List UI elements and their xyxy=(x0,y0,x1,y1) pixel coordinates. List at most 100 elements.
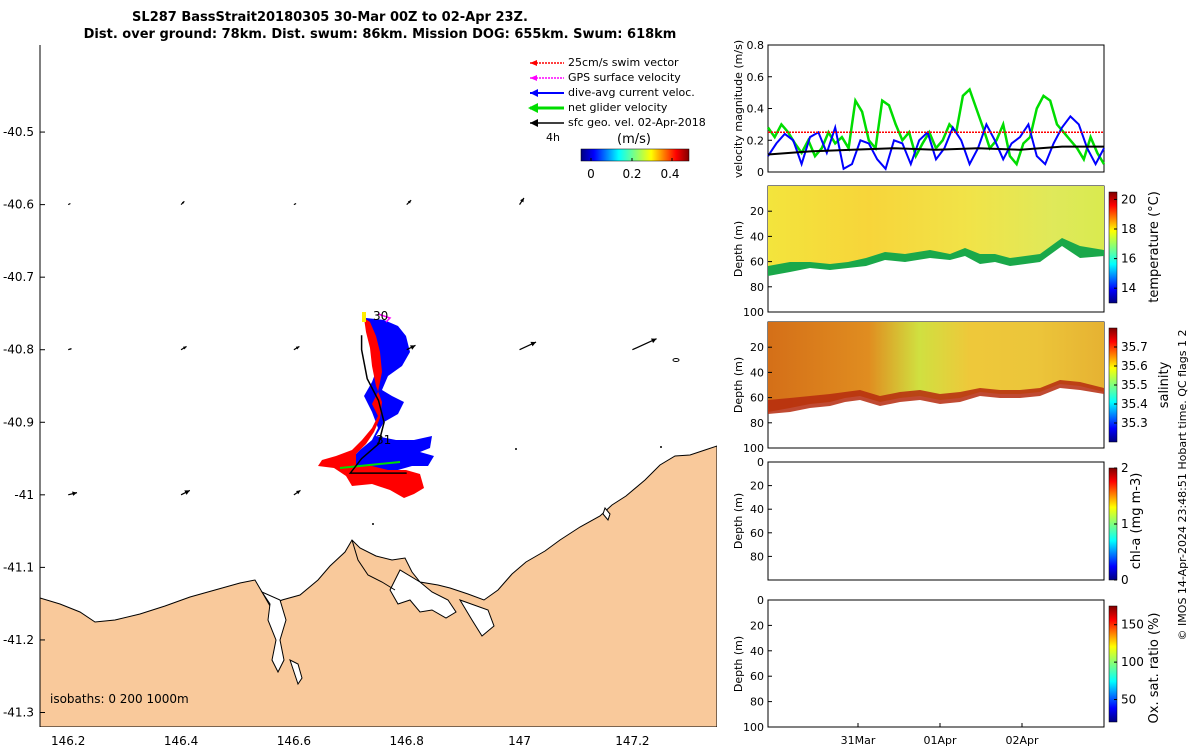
speed-colorbar-title: (m/s) xyxy=(617,132,651,147)
geo-vectors xyxy=(67,197,657,496)
chla-panel: 0 20 40 60 80 Depth (m) 2 1 0 chl-a (mg m-3) xyxy=(732,456,1144,587)
oxygen-axes xyxy=(767,599,1105,728)
map-x-tick-label-4: 147 xyxy=(508,734,531,748)
velocity-ticks: 0 0.2 0.4 0.6 0.8 xyxy=(747,39,772,179)
salinity-section xyxy=(768,322,1104,412)
tasmania-landmass xyxy=(40,445,717,727)
salinity-colorbar-label: salinity xyxy=(1157,361,1172,408)
geo-vector-head-8 xyxy=(410,345,416,350)
salinity-cb-tick-label-2: 35.5 xyxy=(1121,378,1148,392)
time-tick-label-2: 02Apr xyxy=(1005,734,1039,747)
oxygen-y-tick-label-5: 100 xyxy=(743,721,764,734)
chla-y-tick-label-0: 0 xyxy=(757,456,764,469)
temperature-colorbar-ticks: 20 18 16 14 xyxy=(1114,192,1136,295)
chla-cb-tick-label-0: 2 xyxy=(1121,461,1129,475)
temperature-cb-tick-label-2: 16 xyxy=(1121,252,1136,266)
oxygen-cb-tick-label-1: 100 xyxy=(1121,655,1144,669)
coast-islet xyxy=(602,506,611,522)
legend-geo-arrow-icon xyxy=(530,119,538,127)
velocity-series-geo xyxy=(767,145,1104,156)
islet-dot-3 xyxy=(372,523,374,525)
map-y-tick-label-3: -40.8 xyxy=(3,343,34,357)
day-label-30: 30 xyxy=(373,309,388,323)
time-tick-label-0: 31Mar xyxy=(841,734,876,747)
velocity-y-tick-label-0: 0 xyxy=(757,166,764,179)
chla-y-tick-label-2: 40 xyxy=(750,503,764,516)
glider-track xyxy=(348,335,407,474)
map-ticks: -40.5 -40.6 -40.7 -40.8 -40.9 -41 -41.1 -41.2 -4… xyxy=(3,125,650,748)
salinity-colorbar-ticks: 35.7 35.6 35.5 35.4 35.3 xyxy=(1114,340,1148,430)
chla-cb-tick-label-1: 1 xyxy=(1121,517,1129,531)
chla-y-tick-label-1: 20 xyxy=(750,480,764,493)
figure-title-line2: Dist. over ground: 78km. Dist. swum: 86k… xyxy=(84,27,677,42)
oxygen-y-tick-label-4: 80 xyxy=(750,696,764,709)
map-x-tick-label-1: 146.4 xyxy=(164,734,198,748)
chla-axes xyxy=(767,461,1105,581)
temperature-y-tick-label-4: 100 xyxy=(743,306,764,319)
salinity-cb-tick-label-1: 35.6 xyxy=(1121,359,1148,373)
temperature-ticks: 20 40 60 80 100 xyxy=(743,205,772,319)
estuary-2 xyxy=(389,569,457,619)
velocity-y-tick-label-4: 0.8 xyxy=(747,39,765,52)
geo-vector-head-13 xyxy=(296,490,301,495)
geo-vector-head-5 xyxy=(69,348,72,350)
salinity-y-tick-label-2: 60 xyxy=(750,392,764,405)
gps-velocity-mark xyxy=(377,313,392,323)
legend-time-step: 4h xyxy=(546,131,560,144)
temperature-colorbar-label: temperature (°C) xyxy=(1147,191,1162,303)
map-y-tick-label-4: -40.9 xyxy=(3,415,34,429)
velocity-series-dive xyxy=(767,114,1105,171)
legend-gps-label: GPS surface velocity xyxy=(568,71,681,84)
salinity-y-tick-label-1: 40 xyxy=(750,366,764,379)
estuary-3 xyxy=(458,599,495,637)
time-tick-label-1: 01Apr xyxy=(923,734,957,747)
chla-colorbar-label: chl-a (mg m-3) xyxy=(1129,473,1144,570)
islet-dot xyxy=(660,446,662,448)
velocity-series-net xyxy=(766,87,1106,167)
temperature-cb-tick-label-1: 18 xyxy=(1121,222,1136,236)
oxygen-panel: 0 20 40 60 80 100 Depth (m) 150 100 50 Ox. sat.… xyxy=(732,594,1162,747)
isobaths-label: isobaths: 0 200 1000m xyxy=(50,692,189,706)
velocity-y-tick-label-1: 0.2 xyxy=(747,134,765,147)
map-x-tick-label-0: 146.2 xyxy=(51,734,85,748)
map-panel: 30 31 -40.5-40.6-40.7-40.8-40.9-41-41.1-… xyxy=(3,45,717,748)
chla-ticks: 0 20 40 60 80 xyxy=(750,456,772,563)
speed-colorbar xyxy=(580,148,690,162)
map-y-tick-label-7: -41.2 xyxy=(3,633,34,647)
map-x-tick-label-5: 147.2 xyxy=(615,734,649,748)
temperature-y-tick-label-3: 80 xyxy=(750,281,764,294)
map-y-tick-label-6: -41.1 xyxy=(3,560,34,574)
temperature-cb-tick-label-0: 20 xyxy=(1121,192,1136,206)
geo-vector-head-7 xyxy=(295,346,300,350)
velocity-y-tick-label-2: 0.4 xyxy=(747,103,765,116)
speed-colorbar-label-1: 0.2 xyxy=(622,167,641,181)
temperature-y-label: Depth (m) xyxy=(732,221,745,277)
track-start-marker xyxy=(362,312,366,322)
temperature-colorbar xyxy=(1108,191,1118,304)
copyright-note: © IMOS 14-Apr-2024 23:48:51 Hobart time.… xyxy=(1176,330,1189,641)
geo-vector-head-2 xyxy=(294,203,297,205)
temperature-cb-tick-label-3: 14 xyxy=(1121,281,1136,295)
time-axis-ticks: 31Mar 01Apr 02Apr xyxy=(841,723,1039,747)
oxygen-y-tick-label-0: 0 xyxy=(757,594,764,607)
speed-colorbar-label-2: 0.4 xyxy=(660,167,679,181)
islet-offshore xyxy=(672,358,680,362)
oxygen-colorbar-label: Ox. sat. ratio (%) xyxy=(1147,613,1162,724)
map-x-tick-label-2: 146.6 xyxy=(277,734,311,748)
oxygen-cb-tick-label-2: 50 xyxy=(1121,693,1136,707)
oxygen-y-tick-label-3: 60 xyxy=(750,670,764,683)
velocity-series xyxy=(766,87,1106,171)
oxygen-colorbar xyxy=(1108,605,1118,723)
geo-vector-head-6 xyxy=(182,346,187,350)
salinity-ticks: 20 40 60 80 100 xyxy=(743,341,772,455)
legend-swim-label: 25cm/s swim vector xyxy=(568,56,679,69)
islet-dot-2 xyxy=(515,448,517,450)
salinity-y-label: Depth (m) xyxy=(732,357,745,413)
temperature-y-tick-label-0: 20 xyxy=(750,205,764,218)
legend-dive-arrow-icon xyxy=(530,89,538,97)
geo-vector-head-1 xyxy=(181,201,185,204)
legend-net-label: net glider velocity xyxy=(568,101,668,114)
legend-dive-label: dive-avg current veloc. xyxy=(568,86,695,99)
